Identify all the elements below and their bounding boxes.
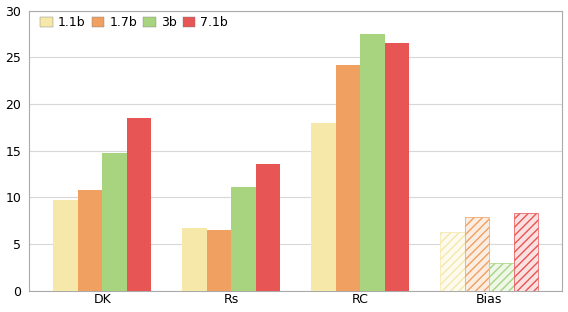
- Bar: [440, 232, 465, 291]
- Bar: [489, 263, 513, 291]
- Bar: [127, 118, 151, 291]
- Bar: [440, 232, 465, 291]
- Bar: [489, 263, 513, 291]
- Bar: [78, 190, 102, 291]
- Bar: [207, 230, 231, 291]
- Bar: [311, 123, 336, 291]
- Bar: [256, 164, 280, 291]
- Bar: [102, 154, 127, 291]
- Bar: [360, 34, 385, 291]
- Bar: [385, 43, 409, 291]
- Bar: [336, 65, 360, 291]
- Bar: [465, 217, 489, 291]
- Bar: [231, 187, 256, 291]
- Bar: [182, 228, 207, 291]
- Bar: [465, 217, 489, 291]
- Bar: [513, 213, 538, 291]
- Bar: [53, 200, 78, 291]
- Bar: [513, 213, 538, 291]
- Legend: 1.1b, 1.7b, 3b, 7.1b: 1.1b, 1.7b, 3b, 7.1b: [35, 11, 233, 34]
